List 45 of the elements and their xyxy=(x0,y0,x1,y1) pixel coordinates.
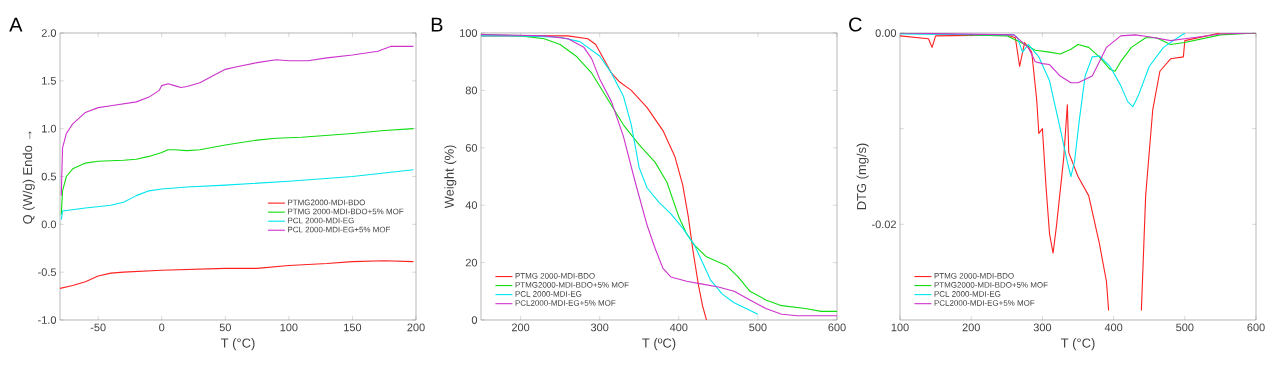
x-tick-label: -50 xyxy=(90,323,106,332)
x-tick-label: 300 xyxy=(590,323,609,332)
y-tick-label: 0.5 xyxy=(41,172,57,181)
x-tick-label: 600 xyxy=(828,323,846,332)
y-tick-label: 0 xyxy=(471,316,478,324)
line-series xyxy=(900,33,1257,84)
x-axis-title: T (ºC) xyxy=(642,338,676,351)
y-tick-label: -0.5 xyxy=(38,268,57,277)
x-axis-title: T (°C) xyxy=(220,338,255,351)
y-tick-label: 0.00 xyxy=(875,29,897,37)
y-tick-label: -1.0 xyxy=(38,316,57,324)
x-tick-label: 0 xyxy=(159,323,165,332)
line-series xyxy=(60,260,415,289)
y-axis-title: Weight (%) xyxy=(444,145,457,209)
line-series xyxy=(481,35,759,315)
x-tick-label: 600 xyxy=(1247,323,1265,332)
y-tick-label: 80 xyxy=(465,86,478,95)
x-tick-label: 150 xyxy=(344,323,362,332)
y-tick-label: 100 xyxy=(460,29,478,37)
x-tick-label: 200 xyxy=(962,323,980,332)
x-tick-label: 200 xyxy=(511,323,530,332)
y-tick-label: 60 xyxy=(465,143,478,152)
y-tick-label: 1.5 xyxy=(42,77,57,85)
x-tick-label: 100 xyxy=(280,323,298,332)
x-tick-label: 300 xyxy=(1033,323,1052,332)
chart-title: B xyxy=(431,17,443,32)
line-series xyxy=(900,33,1186,178)
chart-title: A xyxy=(9,17,23,32)
x-tick-label: 100 xyxy=(891,323,909,332)
y-axis-title: Q (W/g) Endo → xyxy=(22,131,35,224)
x-tick-label: 200 xyxy=(407,323,425,332)
y-tick-label: 40 xyxy=(465,201,478,210)
x-tick-label: 50 xyxy=(219,323,231,332)
x-tick-label: 400 xyxy=(669,323,688,332)
x-tick-label: 500 xyxy=(749,323,767,332)
y-tick-label: 0.0 xyxy=(41,220,57,229)
x-axis-title: T (°C) xyxy=(1060,338,1095,351)
y-tick-label: -0.02 xyxy=(872,220,896,229)
y-tick-label: 2.0 xyxy=(41,29,57,37)
y-tick-label: 1.0 xyxy=(42,124,57,133)
y-tick-label: 20 xyxy=(465,258,478,267)
x-tick-label: 400 xyxy=(1104,323,1123,332)
x-tick-label: 500 xyxy=(1176,323,1194,332)
chart-title: C xyxy=(849,17,862,32)
y-axis-title: DTG (mg/s) xyxy=(856,143,869,210)
